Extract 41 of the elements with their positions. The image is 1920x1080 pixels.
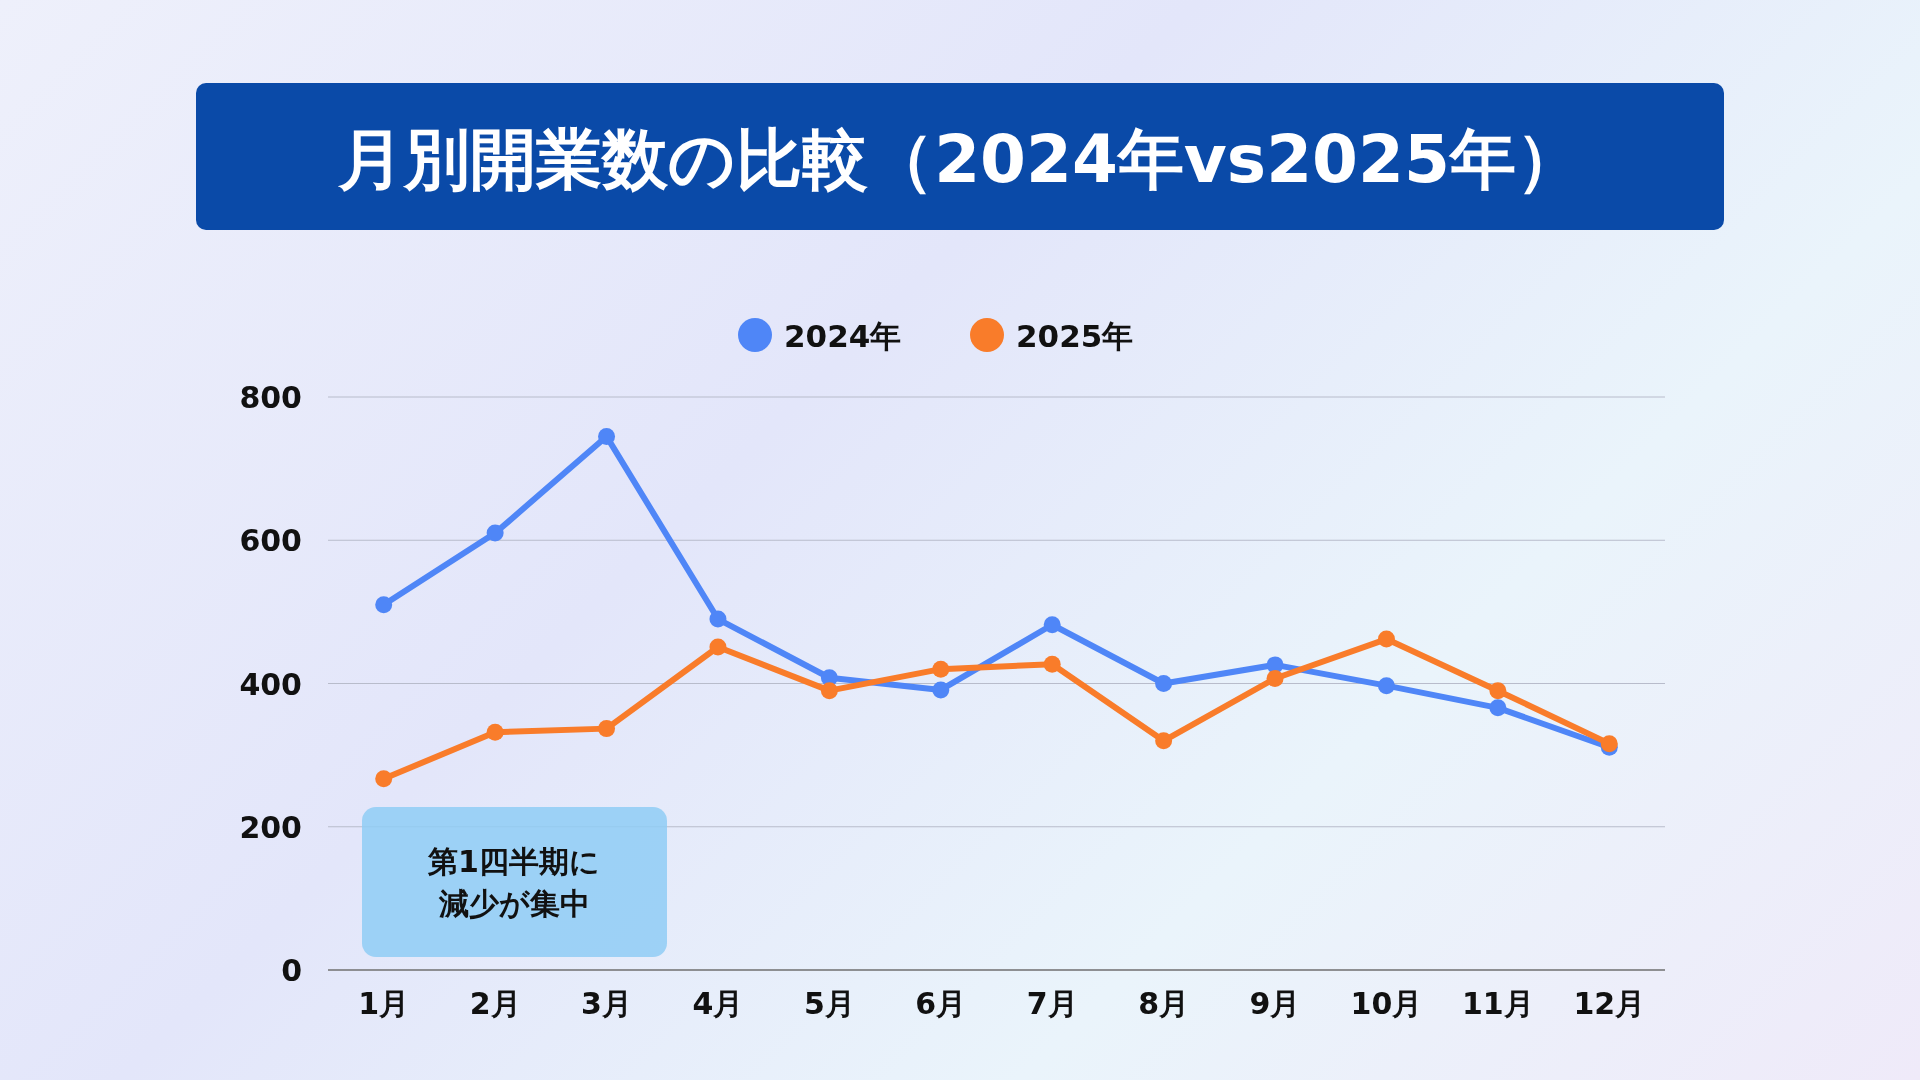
x-tick-label: 5月	[803, 986, 855, 1021]
legend-label: 2025年	[1016, 318, 1134, 354]
y-tick-label: 600	[239, 523, 302, 559]
point	[598, 427, 616, 445]
y-tick-label: 200	[239, 809, 302, 845]
x-tick-label: 6月	[915, 986, 967, 1021]
point	[1043, 655, 1061, 673]
x-tick-label: 12月	[1573, 986, 1646, 1021]
point	[932, 660, 950, 678]
chart-title: 月別開業数の比較（2024年vs2025年）	[337, 121, 1582, 198]
point	[1489, 682, 1507, 700]
point	[486, 524, 504, 542]
x-tick-label: 10月	[1350, 986, 1423, 1021]
point	[709, 610, 727, 628]
x-tick-label: 11月	[1462, 986, 1534, 1021]
x-tick-label: 2月	[469, 986, 521, 1021]
point	[375, 596, 393, 614]
point	[598, 720, 616, 738]
point	[820, 682, 838, 700]
point	[1489, 699, 1507, 717]
y-tick-label: 800	[239, 380, 302, 415]
point	[709, 638, 727, 656]
x-tick-label: 1月	[358, 986, 410, 1021]
x-tick-label: 4月	[692, 986, 744, 1021]
legend-label: 2024年	[784, 318, 902, 354]
y-tick-label: 0	[281, 953, 302, 988]
point	[1266, 669, 1284, 687]
y-tick-label: 400	[239, 666, 302, 702]
x-tick-label: 3月	[581, 986, 632, 1021]
point	[1155, 732, 1173, 750]
x-tick-label: 8月	[1138, 986, 1190, 1021]
x-tick-label: 7月	[1026, 986, 1078, 1021]
point	[1155, 675, 1173, 692]
annotation: 第1四半期に減少が集中	[427, 844, 600, 921]
point	[486, 723, 504, 741]
x-tick-label: 9月	[1249, 986, 1301, 1021]
point	[1377, 677, 1395, 695]
point	[1043, 616, 1061, 634]
point	[375, 770, 393, 788]
point	[1377, 630, 1395, 648]
point	[932, 681, 950, 699]
